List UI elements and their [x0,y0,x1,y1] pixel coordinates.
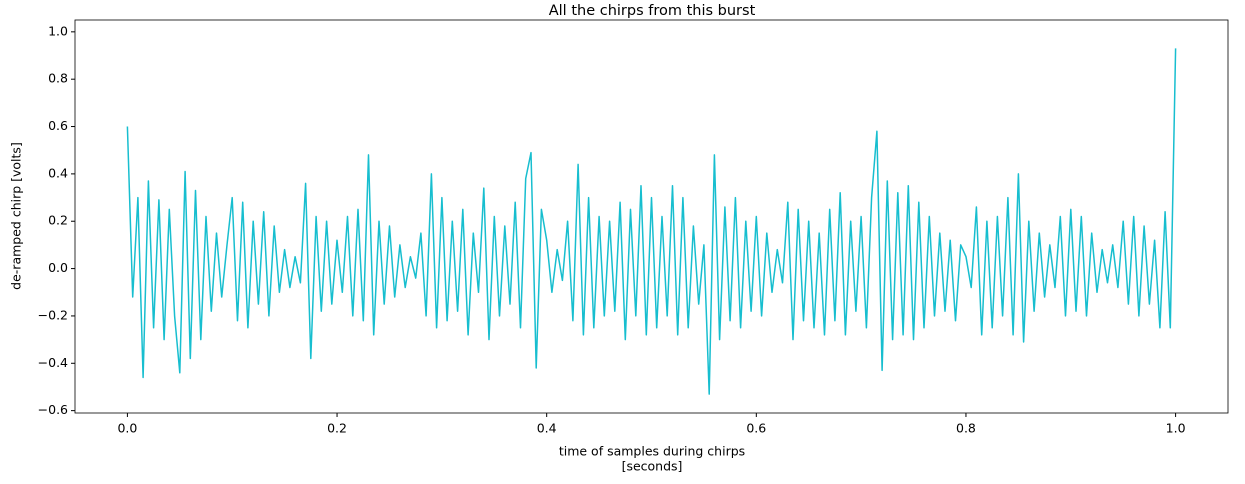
y-tick-label: 0.2 [48,213,68,228]
y-tick-label: 0.0 [48,260,68,275]
x-tick-label: 0.0 [117,421,137,436]
y-tick-label: 1.0 [48,23,68,38]
x-axis-label: time of samples during chirps [559,444,745,459]
x-tick-label: 0.6 [746,421,766,436]
chart-title: All the chirps from this burst [549,3,756,19]
x-axis-label: [seconds] [622,459,683,474]
plot-frame [74,19,1229,414]
x-tick-label: 0.4 [537,421,557,436]
x-tick-label: 0.8 [956,421,976,436]
series-line [126,48,1177,395]
y-tick-label: 0.4 [48,165,68,180]
x-tick-label: 1.0 [1166,421,1186,436]
y-tick-label: −0.6 [38,402,68,417]
y-tick-label: −0.4 [38,355,68,370]
y-axis-label: de-ramped chirp [volts] [9,142,24,290]
y-tick-label: −0.2 [38,307,68,322]
y-tick-label: 0.8 [48,71,68,86]
y-tick-label: 0.6 [48,118,68,133]
x-tick-label: 0.2 [327,421,347,436]
